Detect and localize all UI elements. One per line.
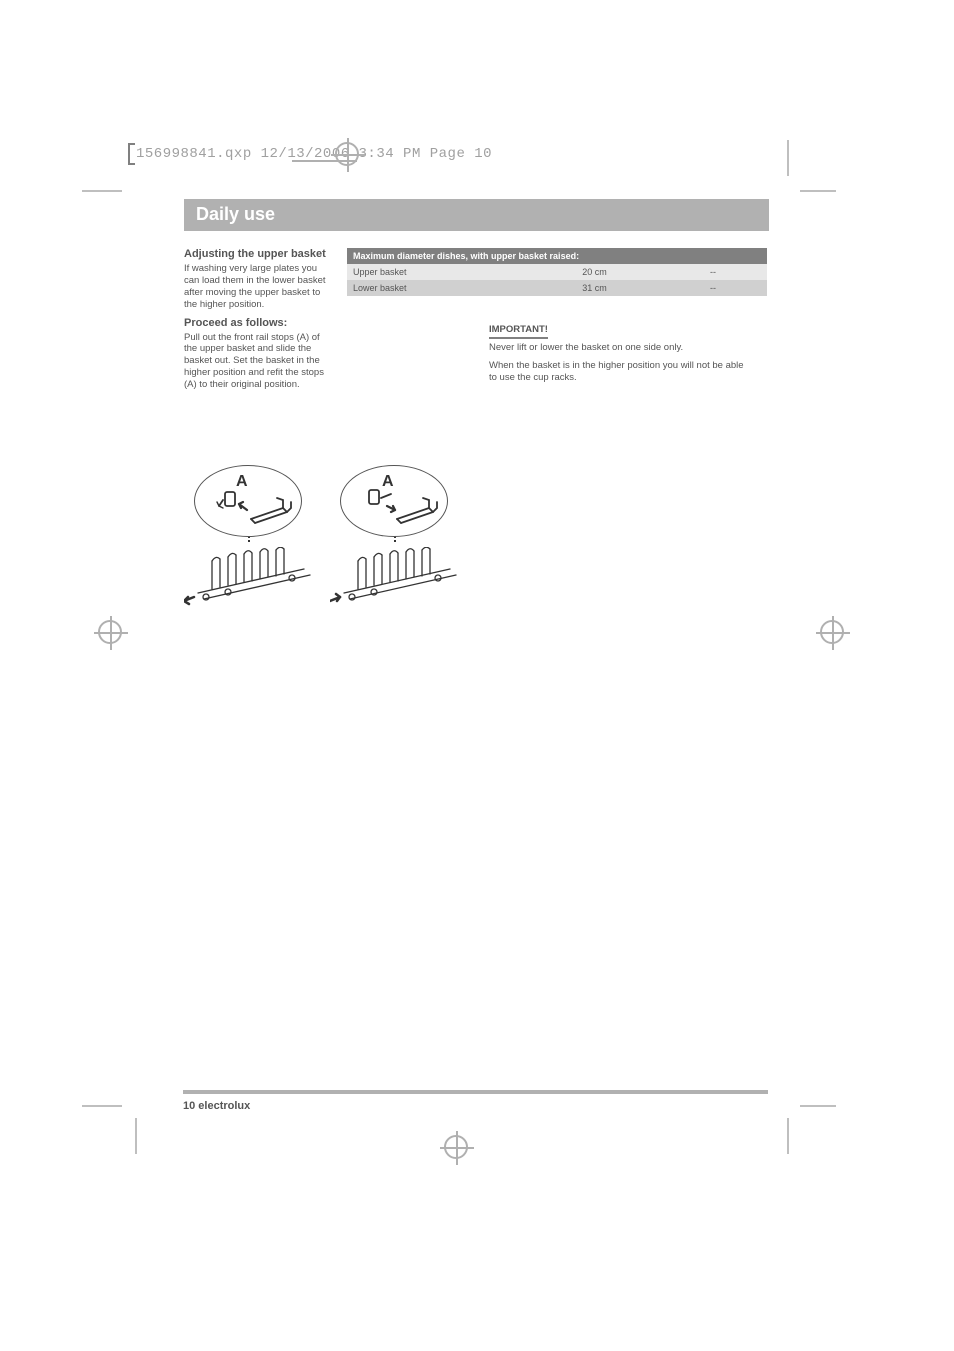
figure-label-a: A — [236, 473, 248, 491]
footer-rule — [183, 1090, 768, 1094]
reg-mark-icon — [820, 620, 844, 644]
page-footer: 10 electrolux — [183, 1100, 250, 1112]
figure-label-a: A — [382, 473, 394, 491]
right-content-column: Maximum diameter dishes, with upper bask… — [347, 248, 767, 390]
figure-remove-stop: A — [184, 465, 312, 610]
figure-detail-oval — [194, 465, 302, 537]
crop-mark — [135, 1118, 137, 1154]
subsection-title: Proceed as follows: — [184, 317, 334, 329]
crop-mark — [787, 1118, 789, 1154]
rail-stop-icon — [351, 474, 441, 530]
paragraph: Pull out the front rail stops (A) of the… — [184, 332, 334, 391]
crop-mark — [787, 140, 789, 176]
table-cell: 31 cm — [576, 280, 704, 296]
table-cell: Lower basket — [347, 280, 576, 296]
table-row: Lower basket 31 cm -- — [347, 280, 767, 296]
basket-diagram-icon — [184, 547, 312, 607]
reg-mark-icon — [98, 620, 122, 644]
paragraph: If washing very large plates you can loa… — [184, 263, 334, 311]
note-heading: IMPORTANT! — [489, 324, 548, 339]
instruction-figures: A — [184, 465, 458, 610]
section-header-title: Daily use — [196, 204, 275, 225]
basket-diagram-icon — [330, 547, 458, 607]
table-cell: -- — [704, 264, 767, 280]
table-cell: -- — [704, 280, 767, 296]
crop-mark — [800, 1105, 836, 1107]
diameter-table: Maximum diameter dishes, with upper bask… — [347, 248, 767, 296]
crop-mark — [800, 190, 836, 192]
left-text-column: Adjusting the upper basket If washing ve… — [184, 248, 334, 397]
note-text: Never lift or lower the basket on one si… — [489, 342, 749, 354]
reg-mark-icon — [444, 1135, 468, 1159]
table-cell: Upper basket — [347, 264, 576, 280]
reg-mark-icon — [335, 142, 359, 166]
crop-mark — [82, 1105, 122, 1107]
table-cell: 20 cm — [576, 264, 704, 280]
figure-detail-oval — [340, 465, 448, 537]
rail-stop-icon — [205, 474, 295, 530]
figure-refit-stop: A — [330, 465, 458, 610]
note-text: When the basket is in the higher positio… — [489, 360, 749, 384]
table-header: Maximum diameter dishes, with upper bask… — [347, 248, 767, 264]
important-note: IMPORTANT! Never lift or lower the baske… — [489, 324, 749, 384]
table-row: Upper basket 20 cm -- — [347, 264, 767, 280]
crop-mark — [82, 190, 122, 192]
subsection-title: Adjusting the upper basket — [184, 248, 334, 260]
fileinfo-bracket — [128, 143, 130, 165]
